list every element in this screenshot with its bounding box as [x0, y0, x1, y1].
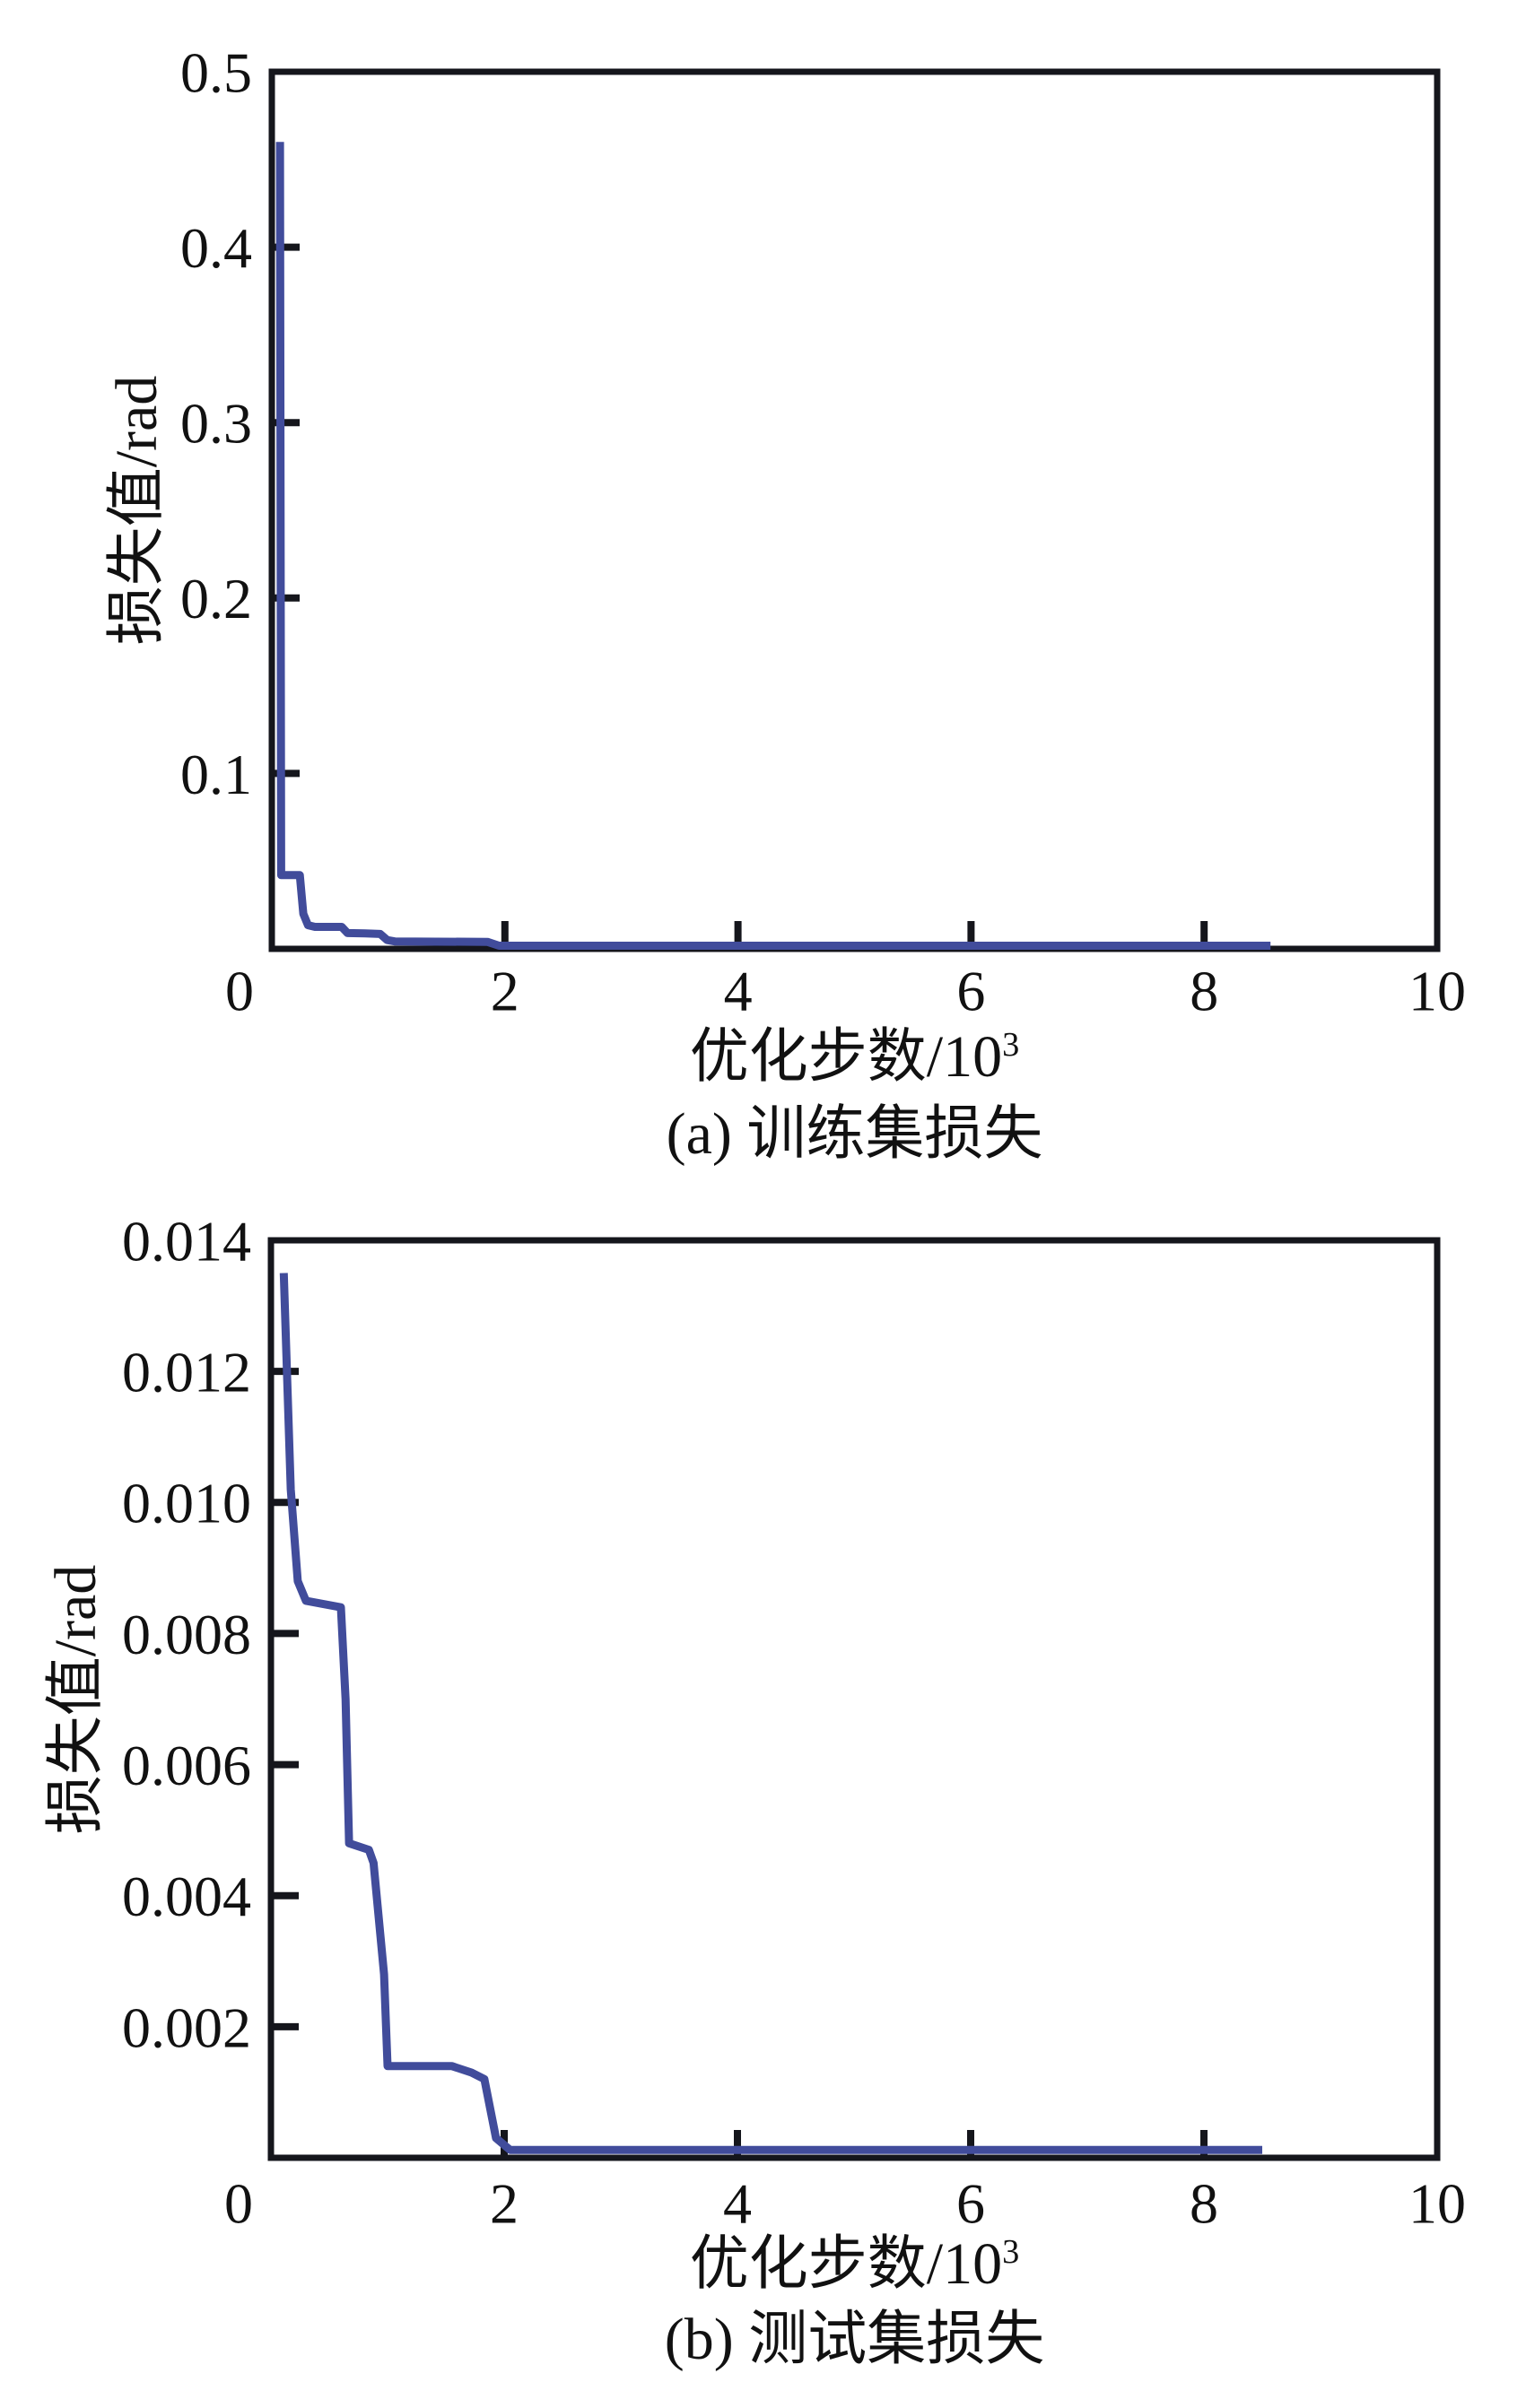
y-tick-label: 0.2	[180, 567, 252, 630]
subfigure-caption: (b) 测试集损失	[664, 2307, 1045, 2372]
x-tick-label: 4	[723, 2171, 752, 2235]
x-tick-label: 0	[224, 2171, 253, 2235]
x-axis-label-text: 优化步数/10	[689, 1024, 1003, 1090]
x-tick-label: 6	[956, 2171, 985, 2235]
loss-curve	[279, 1273, 1262, 2154]
x-tick-label: 8	[1190, 959, 1218, 1022]
y-tick-label: 0.012	[122, 1341, 251, 1404]
test-loss-plot: 0 2 4 6 8 10 0.002 0.004 0.006 0.008 0.010 0.012 0.0…	[122, 1209, 1466, 2235]
plot-border	[268, 68, 1441, 952]
x-axis-label-superscript: 3	[1002, 1026, 1020, 1064]
x-axis-label-superscript: 3	[1002, 2233, 1020, 2271]
x-tick-label: 0	[225, 959, 254, 1022]
x-axis-label: 优化步数/103	[272, 2226, 1437, 2303]
y-tick-label: 0.002	[122, 1995, 251, 2059]
y-tick-label: 0.1	[180, 743, 252, 806]
subfigure-caption: (a) 训练集损失	[666, 1101, 1043, 1167]
y-tick-label: 0.5	[180, 40, 252, 104]
y-tick-label: 0.004	[122, 1865, 251, 1928]
x-tick-label: 10	[1408, 959, 1466, 1022]
y-axis-label: 损失值/rad	[104, 375, 170, 646]
plot-border	[267, 1237, 1441, 2161]
x-tick-label: 2	[491, 959, 519, 1022]
y-tick-label: 0.014	[122, 1209, 251, 1273]
x-tick-label: 6	[956, 959, 985, 1022]
y-axis-label: 损失值/rad	[43, 1564, 109, 1835]
x-tick-label: 8	[1190, 2171, 1218, 2235]
y-tick-label: 0.4	[180, 216, 252, 280]
loss-curve	[275, 142, 1271, 950]
y-tick-label: 0.008	[122, 1603, 251, 1666]
x-tick-label: 10	[1408, 2171, 1466, 2235]
x-axis-label: 优化步数/103	[272, 1019, 1437, 1096]
y-tick-label: 0.3	[180, 392, 252, 456]
x-tick-label: 4	[724, 959, 753, 1022]
train-loss-plot: 0 2 4 6 8 10 0.1 0.2 0.3 0.4 0.5	[180, 40, 1466, 1022]
x-tick-label: 2	[490, 2171, 519, 2235]
y-tick-label: 0.010	[122, 1472, 251, 1535]
x-axis-label-text: 优化步数/10	[689, 2231, 1003, 2297]
y-tick-label: 0.006	[122, 1734, 251, 1797]
